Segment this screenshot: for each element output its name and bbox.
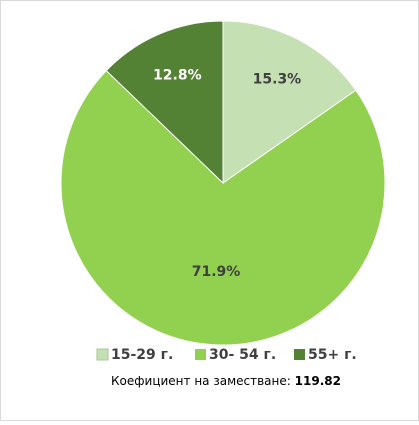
pie-slice: [222, 20, 357, 184]
data-label: 71.9%: [192, 264, 241, 280]
legend-label: 55+ г.: [308, 347, 357, 363]
pie-slice: [60, 69, 386, 346]
annotation-text: Коефициент на заместване:: [111, 374, 291, 388]
annotation: Коефициент на заместване: 119.82: [111, 374, 341, 388]
annotation-value: 119.82: [295, 374, 341, 388]
legend-swatch: [195, 349, 206, 360]
legend-label: 30- 54 г.: [209, 347, 276, 363]
data-label: 15.3%: [253, 72, 302, 88]
pie-slice: [105, 20, 224, 185]
legend-swatch: [294, 349, 305, 360]
legend-label: 15-29 г.: [111, 347, 173, 363]
data-label: 12.8%: [153, 68, 202, 84]
legend-swatch: [96, 348, 109, 361]
